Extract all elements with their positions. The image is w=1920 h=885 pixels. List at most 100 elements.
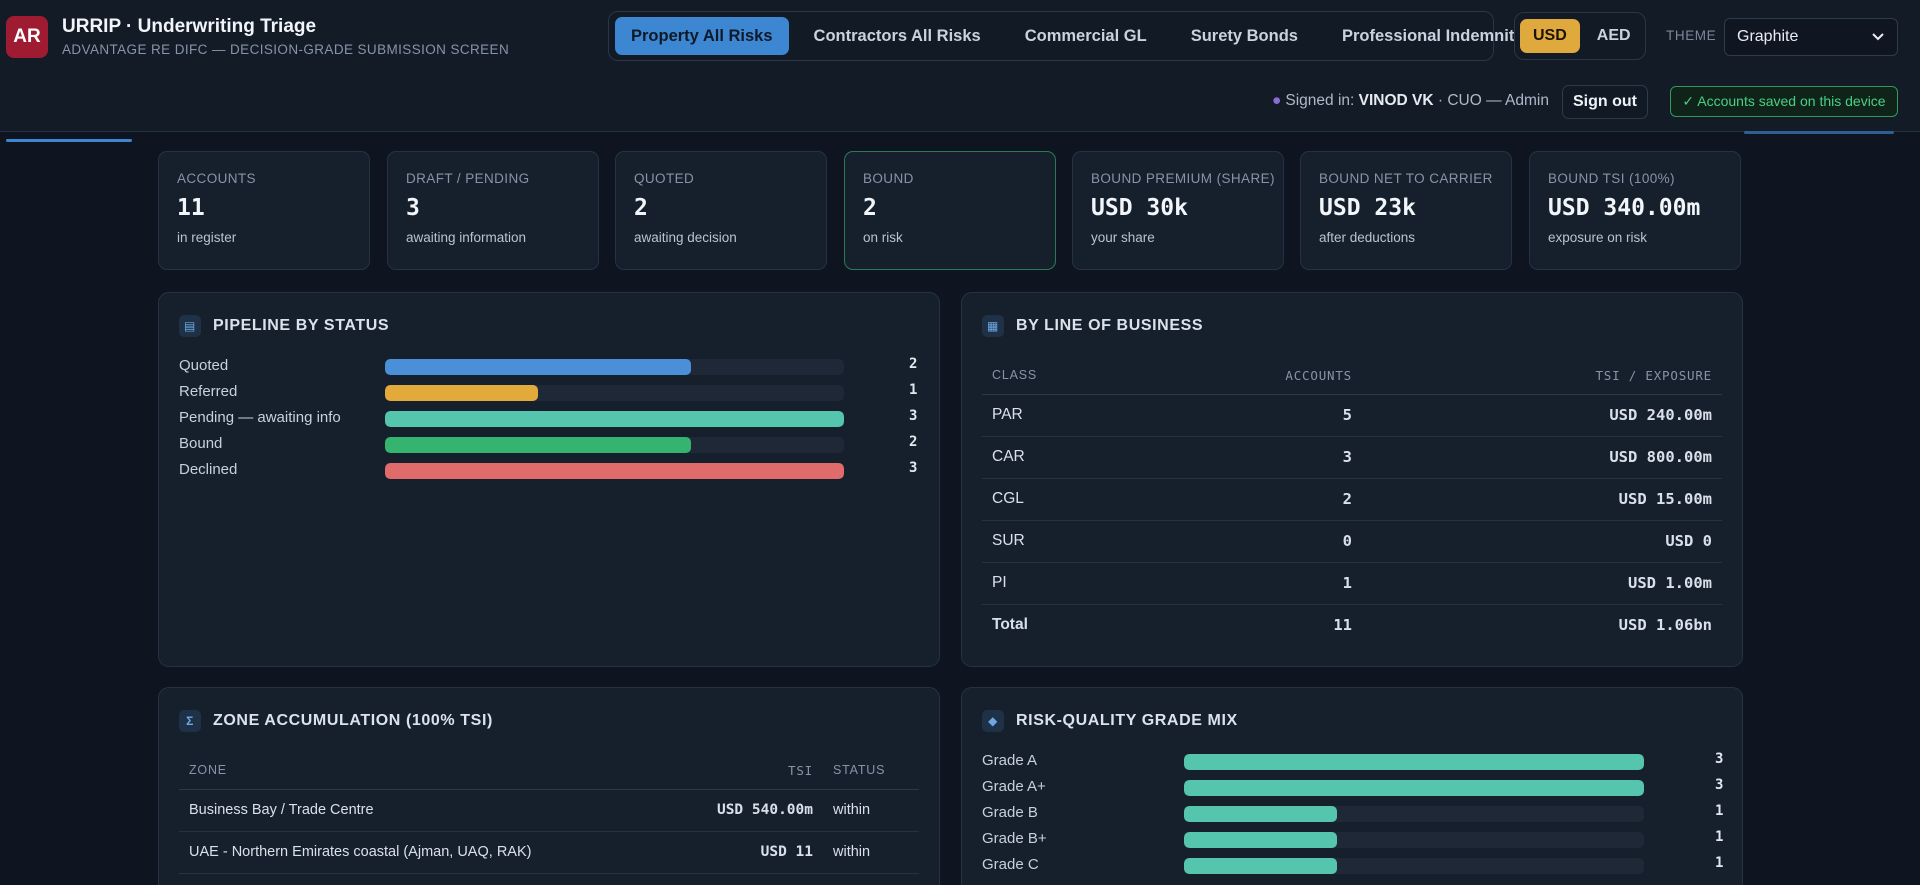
signed-in-user: VINOD VK	[1358, 92, 1434, 109]
column-header: ZONE	[179, 752, 673, 790]
kpi-value: 2	[634, 195, 648, 221]
class-cell: SUR	[982, 520, 1182, 563]
accounts-cell: 2	[1182, 478, 1362, 521]
column-header: STATUS	[823, 752, 919, 790]
currency-toggle: USD AED	[1514, 12, 1646, 60]
theme-label: THEME	[1666, 28, 1717, 43]
bar-count: 1	[909, 382, 918, 398]
bar-fill	[1184, 806, 1338, 822]
kpi-value: 2	[863, 195, 877, 221]
kpi-note: your share	[1091, 230, 1155, 245]
sigma-icon: Σ	[179, 710, 201, 732]
grade-row-a: Grade A 3	[982, 750, 1723, 772]
bar-track	[385, 359, 844, 375]
theme-select[interactable]: Graphite	[1724, 18, 1898, 56]
pipeline-title: PIPELINE BY STATUS	[213, 317, 390, 334]
tab-contractors-all-risks[interactable]: Contractors All Risks	[813, 26, 981, 45]
zone-cell: UAE - Northern Emirates coastal (Ajman, …	[179, 831, 673, 874]
panel-title: ▦ BY LINE OF BUSINESS	[982, 315, 1203, 337]
kpi-value: USD 23k	[1319, 195, 1416, 221]
bar-fill	[385, 411, 844, 427]
grade-row-a-plus: Grade A+ 3	[982, 776, 1724, 798]
tab-professional-indemnity[interactable]: Professional Indemnity	[1341, 26, 1524, 45]
signed-in-role: · CUO — Admin	[1437, 92, 1549, 109]
kpi-label: BOUND PREMIUM (SHARE)	[1091, 171, 1275, 186]
kpi-note: in register	[177, 230, 237, 245]
bar-count: 3	[909, 408, 918, 424]
bar-count: 3	[909, 460, 918, 476]
bar-track	[1184, 780, 1644, 796]
kpi-note: after deductions	[1319, 230, 1416, 245]
tsi-cell: USD 0	[1362, 520, 1722, 563]
zones-title: ZONE ACCUMULATION (100% TSI)	[213, 712, 493, 729]
kpi-card-accounts: ACCOUNTS 11 in register	[158, 151, 370, 270]
grade-mix-panel: ◆ RISK-QUALITY GRADE MIX Grade A 3 Grade…	[961, 687, 1743, 885]
sign-out-button[interactable]: Sign out	[1562, 85, 1648, 119]
kpi-label: BOUND NET TO CARRIER	[1319, 171, 1493, 186]
panel-title: Σ ZONE ACCUMULATION (100% TSI)	[179, 710, 493, 732]
kpi-note: awaiting decision	[634, 230, 737, 245]
accounts-cell: 0	[1182, 520, 1362, 563]
table-row: PI 1 USD 1.00m	[982, 562, 1722, 605]
tsi-cell: USD 540.00m	[673, 789, 823, 832]
column-header: CLASS	[982, 357, 1182, 395]
app-logo: AR	[6, 16, 48, 58]
bar-fill	[385, 437, 691, 453]
kpi-label: ACCOUNTS	[177, 171, 256, 186]
tab-commercial-gl[interactable]: Commercial GL	[1024, 26, 1147, 45]
zone-panel: Σ ZONE ACCUMULATION (100% TSI) ZONE TSI …	[158, 687, 940, 885]
bar-label: Grade A	[982, 752, 1038, 769]
table-header-row: CLASS ACCOUNTS TSI / EXPOSURE	[982, 357, 1722, 395]
column-header: ACCOUNTS	[1182, 357, 1362, 395]
bar-fill	[385, 385, 538, 401]
kpi-label: DRAFT / PENDING	[406, 171, 530, 186]
lob-title: BY LINE OF BUSINESS	[1016, 317, 1204, 334]
total-accounts: 11	[1333, 616, 1352, 635]
bar-count: 3	[1715, 777, 1724, 793]
active-view-indicator	[6, 139, 132, 142]
bar-fill	[385, 359, 691, 375]
class-cell: CAR	[982, 436, 1182, 479]
theme-select-value: Graphite	[1737, 28, 1799, 45]
bar-fill	[385, 463, 844, 479]
accounts-cell: 1	[1182, 562, 1362, 605]
total-tsi: USD 1.06bn	[1618, 616, 1712, 635]
signed-in-prefix: Signed in:	[1285, 92, 1355, 109]
list-icon: ▤	[179, 315, 201, 337]
pipeline-row-declined: Declined 3	[179, 459, 919, 481]
grade-row-b-plus: Grade B+ 1	[982, 828, 1723, 850]
bar-label: Declined	[179, 461, 238, 478]
currency-aed-button[interactable]: AED	[1596, 27, 1631, 44]
kpi-note: awaiting information	[406, 230, 527, 245]
bar-track	[385, 463, 844, 479]
bar-track	[1184, 858, 1644, 874]
saved-status-badge: ✓ Accounts saved on this device	[1670, 86, 1898, 117]
kpi-note: on risk	[863, 230, 903, 245]
currency-usd-button[interactable]: USD	[1520, 19, 1580, 53]
app-title: URRIP · Underwriting Triage	[62, 16, 317, 37]
tab-property-all-risks[interactable]: Property All Risks	[615, 17, 789, 55]
kpi-card-draft-pending: DRAFT / PENDING 3 awaiting information	[387, 151, 599, 270]
bar-fill	[1184, 780, 1644, 796]
accounts-cell: 5	[1182, 394, 1362, 437]
kpi-card-bound-tsi: BOUND TSI (100%) USD 340.00m exposure on…	[1529, 151, 1741, 270]
pipeline-row-quoted: Quoted 2	[179, 355, 919, 377]
kpi-label: QUOTED	[634, 171, 695, 186]
total-label: Total	[992, 616, 1028, 634]
grid-icon: ▦	[982, 315, 1004, 337]
class-cell: CGL	[982, 478, 1182, 521]
status-cell: within	[823, 831, 919, 874]
top-header: AR URRIP · Underwriting Triage ADVANTAGE…	[0, 0, 1920, 132]
column-header: TSI / EXPOSURE	[1362, 357, 1722, 395]
kpi-value: 11	[177, 195, 205, 221]
bar-fill	[1184, 754, 1644, 770]
kpi-card-bound: BOUND 2 on risk	[844, 151, 1056, 270]
bar-track	[385, 411, 844, 427]
user-icon: ●	[1272, 92, 1282, 109]
class-cell: PAR	[982, 394, 1182, 437]
tab-surety-bonds[interactable]: Surety Bonds	[1190, 26, 1298, 45]
bar-track	[385, 385, 844, 401]
bar-label: Referred	[179, 383, 238, 400]
table-row: Business Bay / Trade Centre USD 540.00m …	[179, 789, 919, 832]
table-row: CGL 2 USD 15.00m	[982, 478, 1722, 521]
